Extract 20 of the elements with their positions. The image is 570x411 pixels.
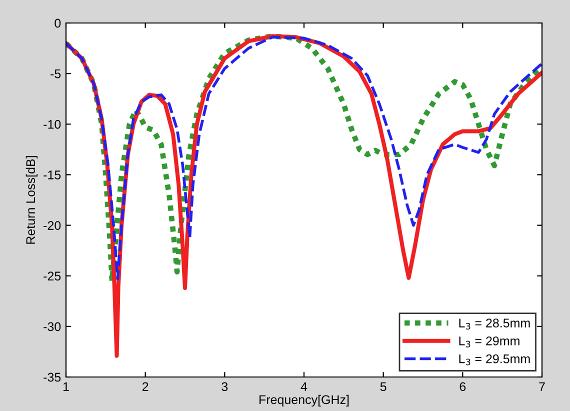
x-tick-label: 1 (63, 382, 69, 391)
x-tick-label: 2 (142, 382, 148, 391)
x-tick-label: 6 (460, 382, 466, 392)
y-tick-label: -10 (44, 120, 61, 129)
legend-label: L$_{3}$ = 29mm (459, 336, 520, 348)
legend-label: L$_{3}$ = 28.5mm (459, 318, 530, 330)
x-tick-label: 7 (539, 382, 545, 391)
y-tick-label: -30 (44, 322, 61, 332)
y-tick-label: -35 (44, 372, 61, 382)
legend-label: L$_{3}$ = 29.5mm (459, 354, 530, 366)
y-tick-label: -20 (44, 221, 61, 230)
x-tick-label: 3 (222, 382, 228, 392)
y-tick-label: 0 (54, 18, 61, 28)
x-tick-label: 5 (380, 382, 386, 392)
y-tick-label: -25 (44, 272, 61, 281)
x-axis-title: Frequency[GHz] (260, 394, 349, 407)
x-tick-label: 4 (300, 382, 308, 391)
y-tick-label: -5 (50, 70, 61, 78)
y-axis-title: Return Loss[dB] (26, 156, 38, 244)
y-tick-label: -15 (44, 170, 61, 180)
